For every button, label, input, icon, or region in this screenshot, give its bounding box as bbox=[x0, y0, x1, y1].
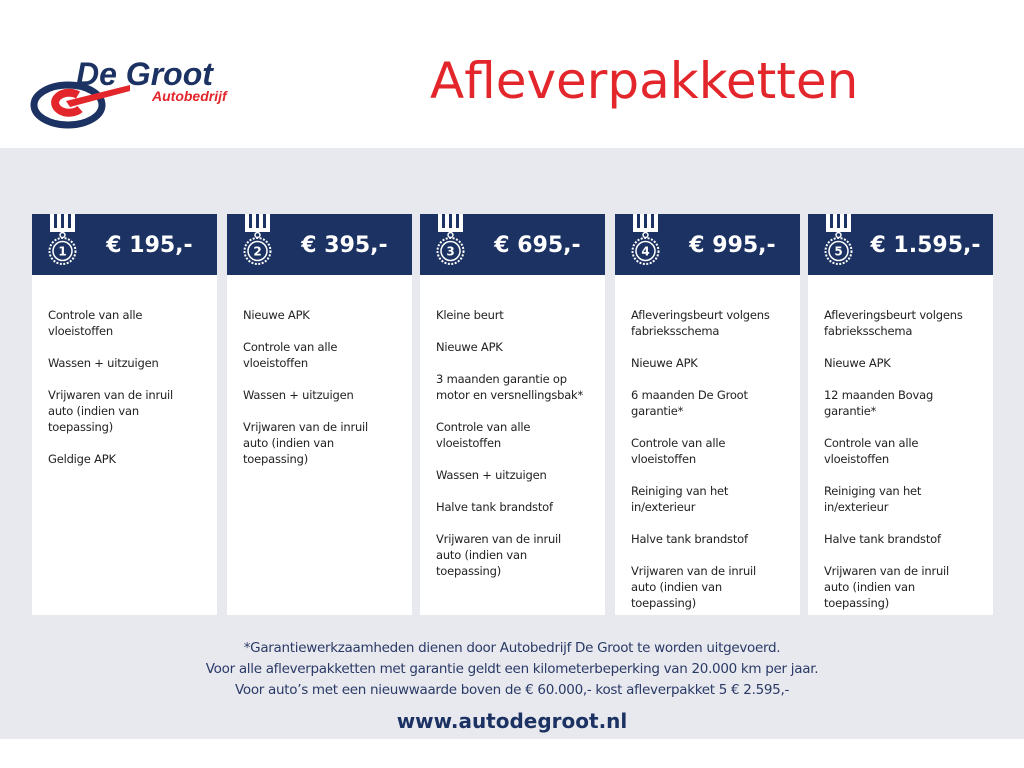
package-price: € 395,- bbox=[301, 233, 388, 258]
package-item: 12 maanden Bovag garantie* bbox=[824, 388, 934, 418]
package-item: Nieuwe APK bbox=[243, 308, 310, 322]
medal-icon: 5 bbox=[824, 214, 853, 265]
package-card: 4 € 995,- Afleveringsbeurt volgens fabrie… bbox=[615, 214, 800, 615]
package-item: Wassen + uitzuigen bbox=[436, 468, 547, 482]
package-item: Afleveringsbeurt volgens fabrieksschema bbox=[631, 308, 770, 338]
package-item: Vrijwaren van de inruil auto (indien van… bbox=[243, 420, 369, 466]
package-item: Controle van alle vloeistoffen bbox=[631, 436, 726, 466]
svg-text:De Groot: De Groot bbox=[76, 56, 214, 92]
svg-text:5: 5 bbox=[834, 245, 842, 259]
package-item: Nieuwe APK bbox=[436, 340, 503, 354]
package-item: Afleveringsbeurt volgens fabrieksschema bbox=[824, 308, 963, 338]
package-header: 2 € 395,- bbox=[227, 214, 412, 275]
medal-icon: 2 bbox=[243, 214, 272, 265]
package-header: 3 € 695,- bbox=[420, 214, 605, 275]
package-item: Controle van alle vloeistoffen bbox=[48, 308, 143, 338]
package-card: 2 € 395,- Nieuwe APK Controle van alle vlo… bbox=[227, 214, 412, 615]
package-items: Controle van alle vloeistoffen Wassen + u… bbox=[32, 275, 217, 467]
package-item: Halve tank brandstof bbox=[436, 500, 553, 514]
package-item: Geldige APK bbox=[48, 452, 116, 466]
package-card: 5 € 1.595,- Afleveringsbeurt volgens fabr… bbox=[808, 214, 993, 615]
package-items: Kleine beurt Nieuwe APK 3 maanden garantie… bbox=[420, 275, 605, 579]
package-item: Wassen + uitzuigen bbox=[48, 356, 159, 370]
package-card: 1 € 195,- Controle van alle vloeistoffen W… bbox=[32, 214, 217, 615]
package-item: Vrijwaren van de inruil auto (indien van… bbox=[631, 564, 757, 610]
page-title: Afleverpakketten bbox=[430, 52, 859, 110]
package-item: Vrijwaren van de inruil auto (indien van… bbox=[48, 388, 174, 434]
package-item: Reiniging van het in/exterieur bbox=[631, 484, 729, 514]
package-price: € 1.595,- bbox=[870, 233, 981, 258]
medal-icon: 3 bbox=[436, 214, 465, 265]
footnote-line: Voor auto’s met een nieuwwaarde boven de… bbox=[234, 682, 790, 698]
package-item: Nieuwe APK bbox=[824, 356, 891, 370]
website-link[interactable]: www.autodegroot.nl bbox=[396, 709, 628, 733]
package-item: 6 maanden De Groot garantie* bbox=[631, 388, 748, 418]
svg-text:1: 1 bbox=[58, 245, 66, 259]
package-item: Reiniging van het in/exterieur bbox=[824, 484, 922, 514]
package-price: € 195,- bbox=[106, 233, 193, 258]
package-item: Vrijwaren van de inruil auto (indien van… bbox=[824, 564, 950, 610]
package-item: Controle van alle vloeistoffen bbox=[243, 340, 338, 370]
svg-text:2: 2 bbox=[253, 245, 261, 259]
de-groot-logo: De Groot Autobedrijf bbox=[30, 56, 228, 129]
package-item: Controle van alle vloeistoffen bbox=[824, 436, 919, 466]
package-item: Vrijwaren van de inruil auto (indien van… bbox=[436, 532, 562, 578]
package-item: Halve tank brandstof bbox=[631, 532, 748, 546]
svg-text:4: 4 bbox=[641, 245, 649, 259]
package-item: 3 maanden garantie op motor en versnelli… bbox=[436, 372, 584, 402]
medal-icon: 1 bbox=[48, 214, 77, 265]
footnote: *Garantiewerkzaamheden dienen door Autob… bbox=[0, 638, 1024, 701]
package-items: Afleveringsbeurt volgens fabrieksschema N… bbox=[808, 275, 993, 611]
package-item: Kleine beurt bbox=[436, 308, 504, 322]
package-items: Afleveringsbeurt volgens fabrieksschema N… bbox=[615, 275, 800, 611]
footnote-line: Voor alle afleverpakketten met garantie … bbox=[205, 661, 819, 677]
package-item: Wassen + uitzuigen bbox=[243, 388, 354, 402]
svg-text:3: 3 bbox=[446, 245, 454, 259]
package-item: Halve tank brandstof bbox=[824, 532, 941, 546]
package-card: 3 € 695,- Kleine beurt Nieuwe APK 3 maanden… bbox=[420, 214, 605, 615]
package-price: € 995,- bbox=[689, 233, 776, 258]
package-price: € 695,- bbox=[494, 233, 581, 258]
package-items: Nieuwe APK Controle van alle vloeistoffen… bbox=[227, 275, 412, 467]
package-item: Nieuwe APK bbox=[631, 356, 698, 370]
package-item: Controle van alle vloeistoffen bbox=[436, 420, 531, 450]
medal-icon: 4 bbox=[631, 214, 660, 265]
package-header: 4 € 995,- bbox=[615, 214, 800, 275]
footnote-line: *Garantiewerkzaamheden dienen door Autob… bbox=[243, 640, 781, 656]
svg-text:Autobedrijf: Autobedrijf bbox=[151, 88, 228, 104]
package-header: 1 € 195,- bbox=[32, 214, 217, 275]
package-header: 5 € 1.595,- bbox=[808, 214, 993, 275]
